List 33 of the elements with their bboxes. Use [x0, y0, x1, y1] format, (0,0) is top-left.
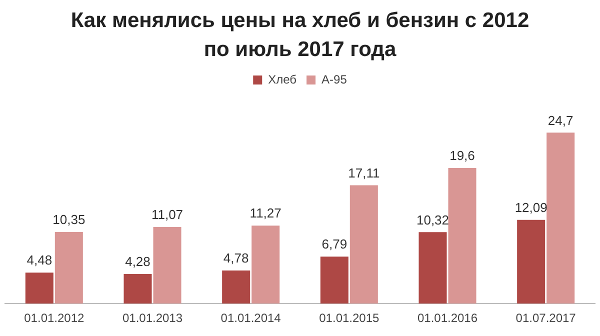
x-tick-label: 01.01.2015 — [319, 311, 380, 326]
bar — [222, 270, 250, 304]
x-tick-label: 01.01.2014 — [220, 311, 282, 326]
bar — [320, 256, 348, 304]
bar — [124, 274, 152, 304]
data-label: 11,07 — [151, 207, 184, 222]
x-tick-label: 01.07.2017 — [516, 311, 576, 326]
bar — [448, 168, 476, 304]
data-label: 4,28 — [125, 254, 150, 270]
chart-title: Как менялись цены на хлеб и бензин с 2012 по июль 2017 года — [70, 8, 530, 63]
bar — [418, 232, 447, 304]
data-label: 4,78 — [223, 250, 249, 266]
bar — [54, 232, 83, 304]
x-tick-label: 01.01.2012 — [24, 311, 85, 326]
data-label: 10,32 — [416, 212, 450, 228]
bar — [546, 132, 575, 304]
legend-label: Хлеб — [268, 72, 297, 86]
data-label: 10,35 — [52, 212, 86, 228]
data-label: 19,6 — [450, 148, 475, 164]
x-tick-label: 01.01.2013 — [122, 311, 183, 326]
bar — [517, 220, 546, 304]
bar — [153, 226, 182, 304]
data-label: 11,27 — [250, 206, 282, 221]
data-label: 4,48 — [26, 252, 52, 268]
bar — [252, 226, 280, 304]
bar — [25, 272, 54, 304]
data-label: 17,11 — [348, 165, 380, 180]
data-label: 6,79 — [322, 236, 348, 252]
data-label: 12,09 — [514, 200, 548, 216]
data-label: 24,7 — [548, 112, 574, 128]
bar — [350, 185, 378, 304]
legend-label: А-95 — [322, 72, 348, 86]
x-tick-label: 01.01.2016 — [417, 311, 478, 326]
